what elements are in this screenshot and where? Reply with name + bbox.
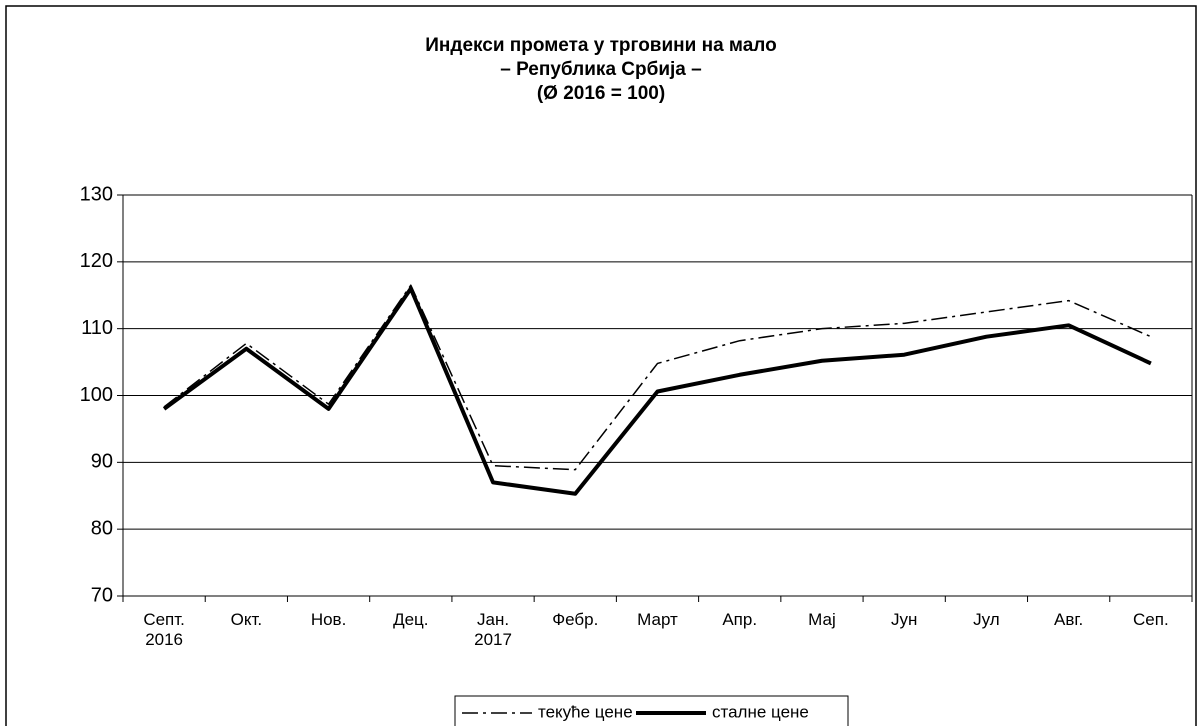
y-tick-label: 70 [91,584,113,606]
x-tick-label: Мај [808,610,836,629]
x-tick-label: Апр. [722,610,758,629]
y-tick-label: 90 [91,451,113,473]
x-tick-label: Авг. [1054,610,1084,629]
x-tick-label: Фебр. [552,610,599,629]
x-tick-label: Март [637,610,678,629]
series-line [162,286,1152,496]
x-tick-label: Окт. [230,610,263,629]
chart-frame [5,5,1197,726]
chart-title: Индекси промета у трговини на мало [425,35,776,56]
y-tick-label: 110 [81,317,113,339]
x-tick-label: Сеп. [1133,610,1169,629]
x-tick-label: Јун [890,610,918,629]
legend-label: текуће цене [538,702,633,721]
x-tick-label: Нов. [310,610,347,629]
y-tick-label: 100 [80,384,113,406]
x-tick-label: Јан. 2017 [474,610,512,649]
chart-title: (Ø 2016 = 100) [537,83,665,104]
x-tick-label: Дец. [393,610,429,629]
y-tick-label: 80 [91,517,113,539]
x-tick-label: Септ. 2016 [143,610,185,649]
x-tick-label: Јул [973,610,1000,629]
legend-label: сталне цене [712,702,809,721]
y-tick-label: 120 [80,250,113,272]
chart-title: – Република Србија – [500,59,701,80]
series-line [163,284,1152,471]
y-tick-label: 130 [80,183,113,205]
